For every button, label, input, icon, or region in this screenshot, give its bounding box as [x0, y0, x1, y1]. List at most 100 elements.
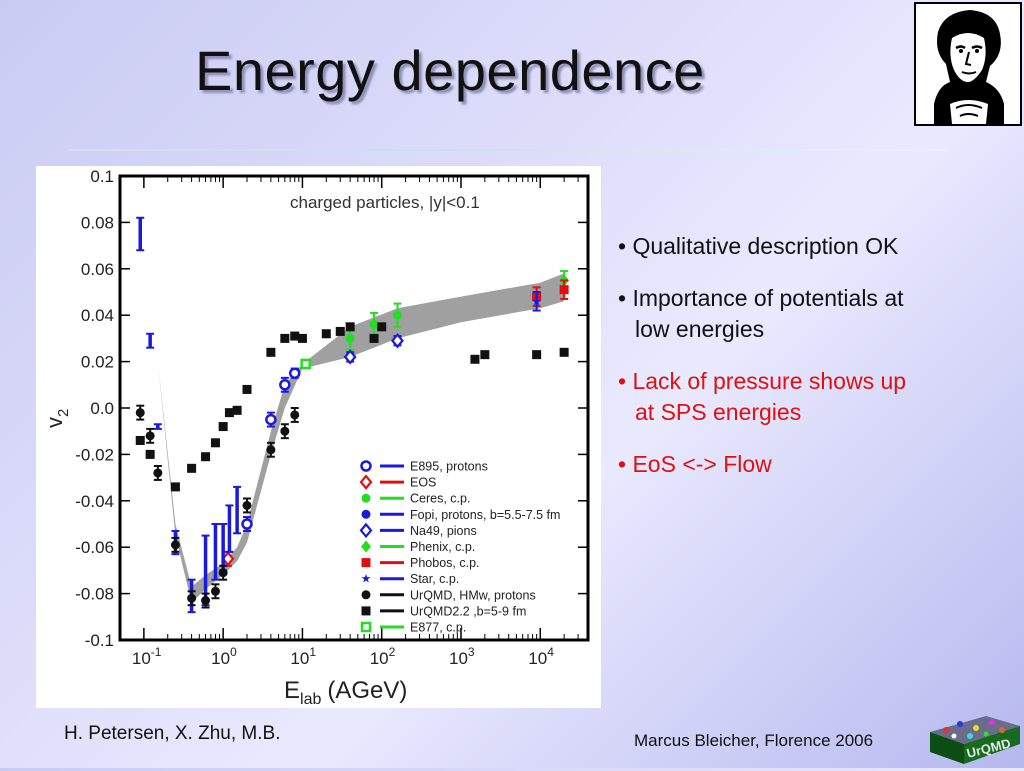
data-point — [279, 379, 291, 391]
slide-title: Energy dependence — [195, 39, 705, 102]
data-point — [290, 410, 300, 420]
urqmd-logo: UrQMD — [926, 710, 1022, 766]
plot-frame — [118, 174, 590, 642]
x-tick-label: 104 — [528, 645, 554, 668]
legend-label: UrQMD, HMw, protons — [410, 588, 536, 602]
y-axis-label: v2 — [42, 409, 72, 428]
data-point — [321, 329, 331, 339]
data-point — [392, 310, 402, 320]
legend-label: Phobos, c.p. — [410, 556, 480, 570]
legend-label: Phenix, c.p. — [410, 540, 475, 554]
data-point — [232, 405, 242, 415]
legend-label: EOS — [410, 476, 436, 490]
data-point — [156, 425, 160, 429]
chart-annotation: charged particles, |y|<0.1 — [290, 193, 480, 212]
footer-presenter: Marcus Bleicher, Florence 2006 — [634, 731, 874, 750]
y-tick-label: -0.1 — [85, 631, 114, 650]
data-point — [235, 508, 239, 512]
data-point — [480, 350, 490, 360]
data-point — [187, 593, 197, 603]
legend-marker — [361, 509, 371, 519]
title-divider — [68, 149, 948, 151]
data-point — [559, 347, 569, 357]
bullet-text: Qualitative description OK — [632, 233, 899, 259]
bullet-text-continued: low energies — [635, 316, 765, 342]
bullet-marker: • — [618, 451, 627, 477]
x-tick-label: 102 — [370, 645, 396, 668]
data-point — [242, 500, 252, 510]
data-point — [170, 482, 180, 492]
bullet-marker: • — [618, 285, 627, 311]
data-point — [135, 435, 145, 445]
bullet-text-continued: at SPS energies — [635, 399, 802, 425]
y-tick-label: 0.1 — [90, 167, 114, 186]
data-point — [145, 449, 155, 459]
data-point — [280, 426, 290, 436]
bullet-item: • Importance of potentials at low energi… — [618, 283, 1018, 345]
y-tick-label: -0.08 — [75, 585, 114, 604]
bullet-marker: • — [618, 233, 627, 259]
data-point — [300, 358, 311, 370]
y-tick-label: -0.02 — [75, 445, 114, 464]
data-point — [218, 422, 228, 432]
bullet-list: • Qualitative description OK • Importanc… — [618, 231, 1018, 501]
y-tick-label: -0.06 — [75, 538, 114, 557]
chart-panel: 0.1 0.08 0.06 0.04 0.02 0.0 -0.02 -0.04 -0.06 -0.… — [36, 166, 601, 708]
legend-marker — [361, 540, 371, 553]
data-point — [210, 438, 220, 448]
legend-marker — [360, 460, 372, 472]
data-point — [391, 333, 404, 349]
legend-label: Na49, pions — [410, 524, 477, 538]
x-tick-label: 100 — [211, 645, 237, 668]
data-point — [335, 326, 345, 336]
y-tick-label: 0.0 — [90, 399, 114, 418]
data-point — [369, 333, 379, 343]
data-point: ★ — [531, 294, 542, 308]
x-tick-label: 10-1 — [132, 645, 162, 668]
data-point — [470, 354, 480, 364]
data-point — [218, 568, 228, 578]
energy-dependence-chart: 0.1 0.08 0.06 0.04 0.02 0.0 -0.02 -0.04 -0.06 -0.… — [42, 167, 590, 708]
data-point — [345, 322, 355, 332]
x-tick-label: 101 — [290, 645, 316, 668]
legend-label: E895, protons — [410, 460, 488, 474]
legend-marker — [359, 474, 373, 490]
data-point — [170, 540, 180, 550]
bullet-text: Importance of potentials at — [632, 285, 904, 311]
legend-label: UrQMD2.2 ,b=5-9 fm — [410, 604, 526, 618]
data-point — [201, 452, 211, 462]
bullet-text: Lack of pressure shows up — [632, 368, 907, 394]
bullet-item: • Lack of pressure shows up at SPS energ… — [618, 366, 1018, 428]
x-axis-label: Elab (AGeV) — [284, 677, 407, 708]
data-point — [221, 545, 225, 549]
data-point — [242, 384, 252, 394]
footer-authors: H. Petersen, X. Zhu, M.B. — [64, 723, 281, 744]
data-point — [241, 518, 253, 530]
legend-marker — [361, 493, 371, 503]
data-point — [148, 339, 152, 343]
legend-marker — [359, 522, 373, 539]
legend-label: Fopi, protons, b=5.5-7.5 fm — [410, 508, 560, 522]
data-point — [290, 331, 300, 341]
data-point — [145, 431, 155, 441]
data-point — [138, 232, 142, 236]
data-point — [204, 568, 208, 572]
bullet-text: EoS <-> Flow — [632, 451, 772, 477]
data-point — [345, 333, 355, 343]
data-point — [187, 463, 197, 473]
bullet-item: • EoS <-> Flow — [618, 449, 1018, 480]
data-point — [266, 347, 276, 357]
legend-label: Star, c.p. — [410, 572, 459, 586]
x-tick-label: 103 — [449, 645, 475, 668]
data-point — [343, 349, 357, 365]
data-point — [201, 596, 211, 606]
legend-label: Ceres, c.p. — [410, 492, 470, 506]
data-point — [559, 285, 569, 295]
y-tick-label: -0.04 — [75, 492, 114, 511]
data-point — [227, 527, 231, 531]
data-point — [297, 333, 307, 343]
goethe-portrait-icon — [914, 2, 1022, 126]
data-point — [369, 319, 379, 329]
y-tick-label: 0.02 — [81, 353, 114, 372]
data-point — [265, 413, 277, 426]
